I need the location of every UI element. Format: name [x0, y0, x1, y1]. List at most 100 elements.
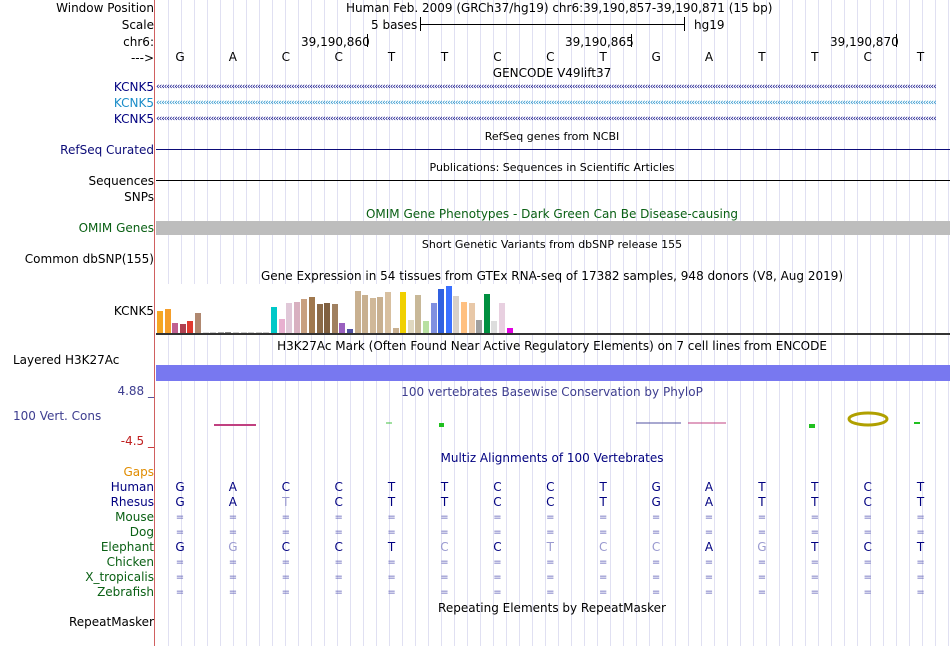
gtex-bar[interactable] — [438, 288, 445, 333]
sequences-label[interactable]: Sequences — [88, 174, 154, 188]
gtex-bar[interactable] — [385, 292, 391, 333]
pubs-title[interactable]: Publications: Sequences in Scientific Ar… — [429, 161, 675, 174]
gtex-bar[interactable] — [217, 332, 224, 333]
species-label-x_tropicalis[interactable]: X_tropicalis — [85, 570, 154, 584]
gtex-bar[interactable] — [233, 332, 239, 333]
gtex-bar[interactable] — [225, 332, 232, 333]
gtex-bar[interactable] — [362, 294, 369, 333]
cons-title[interactable]: 100 vertebrates Basewise Conservation by… — [401, 385, 703, 399]
gtex-bar[interactable] — [491, 321, 498, 333]
gencode-gene-1[interactable]: ‹‹‹‹‹‹‹‹‹‹‹‹‹‹‹‹‹‹‹‹‹‹‹‹‹‹‹‹‹‹‹‹‹‹‹‹‹‹‹‹… — [156, 82, 937, 92]
snps-label[interactable]: SNPs — [124, 190, 154, 204]
gencode-gene-3[interactable]: ‹‹‹‹‹‹‹‹‹‹‹‹‹‹‹‹‹‹‹‹‹‹‹‹‹‹‹‹‹‹‹‹‹‹‹‹‹‹‹‹… — [156, 114, 937, 124]
gtex-bar[interactable] — [271, 306, 277, 333]
gtex-bar[interactable] — [301, 299, 308, 333]
gtex-bar[interactable] — [476, 319, 483, 333]
gtex-bar[interactable] — [331, 304, 338, 333]
gtex-bar[interactable] — [445, 285, 452, 333]
gtex-bar[interactable] — [187, 321, 194, 333]
gtex-bar[interactable] — [202, 332, 209, 333]
gtex-bar[interactable] — [309, 297, 315, 333]
gtex-bar[interactable] — [172, 323, 179, 333]
species-label-zebrafish[interactable]: Zebrafish — [97, 585, 154, 599]
gtex-bar[interactable] — [400, 292, 407, 333]
gtex-bar[interactable] — [286, 303, 293, 333]
gtex-title[interactable]: Gene Expression in 54 tissues from GTEx … — [260, 269, 844, 283]
repeatmasker-label[interactable]: RepeatMasker — [68, 615, 154, 629]
species-label-human[interactable]: Human — [110, 480, 154, 494]
omim-title[interactable]: OMIM Gene Phenotypes - Dark Green Can Be… — [365, 207, 739, 221]
gtex-label[interactable]: KCNK5 — [113, 304, 154, 318]
refseq-title[interactable]: RefSeq genes from NCBI — [484, 130, 620, 143]
gtex-bar[interactable] — [369, 298, 376, 333]
gtex-bar[interactable] — [255, 332, 262, 333]
alignment-base: = — [440, 512, 449, 523]
species-label-mouse[interactable]: Mouse — [115, 510, 154, 524]
gtex-bar[interactable] — [506, 328, 513, 333]
gtex-bar[interactable] — [316, 304, 323, 333]
gtex-bar[interactable] — [347, 329, 353, 333]
dbsnp-title[interactable]: Short Genetic Variants from dbSNP releas… — [421, 238, 683, 251]
refseq-gene-line[interactable] — [156, 149, 950, 150]
dbsnp-label[interactable]: Common dbSNP(155) — [24, 252, 154, 266]
gencode-gene-2[interactable]: ‹‹‹‹‹‹‹‹‹‹‹‹‹‹‹‹‹‹‹‹‹‹‹‹‹‹‹‹‹‹‹‹‹‹‹‹‹‹‹‹… — [156, 98, 937, 108]
omim-feature[interactable] — [156, 221, 950, 235]
gtex-bar[interactable] — [377, 297, 384, 333]
gencode-title[interactable]: GENCODE V49lift37 — [492, 66, 612, 80]
gtex-bar[interactable] — [499, 303, 505, 333]
gtex-bar[interactable] — [453, 295, 460, 333]
gtex-bar[interactable] — [339, 323, 346, 333]
gtex-bar[interactable] — [248, 332, 255, 333]
gtex-bar[interactable] — [354, 290, 361, 333]
gtex-bar[interactable] — [392, 328, 399, 333]
gtex-bar[interactable] — [483, 293, 490, 333]
gencode-row-label-3[interactable]: KCNK5 — [113, 112, 154, 126]
cons-mark-6 — [809, 424, 815, 428]
alignment-base: C — [334, 480, 343, 494]
gtex-bar[interactable] — [164, 309, 171, 333]
alignment-base: = — [810, 527, 819, 538]
gtex-bar[interactable] — [195, 312, 201, 333]
h3k27ac-signal[interactable] — [156, 365, 950, 381]
refseq-label[interactable]: RefSeq Curated — [60, 143, 154, 157]
gencode-row-label-1[interactable]: KCNK5 — [113, 80, 154, 94]
gtex-bar[interactable] — [461, 301, 467, 333]
alignment-base: = — [175, 512, 185, 523]
gtex-bar[interactable] — [415, 294, 422, 333]
alignment-base: = — [863, 557, 872, 568]
gtex-bar[interactable] — [423, 321, 429, 333]
species-label-elephant[interactable]: Elephant — [100, 540, 154, 554]
gtex-bar[interactable] — [324, 303, 331, 333]
gtex-bar[interactable] — [293, 301, 300, 333]
h3k27ac-label[interactable]: Layered H3K27Ac — [13, 353, 120, 367]
cons-label[interactable]: 100 Vert. Cons — [13, 409, 102, 423]
gtex-bar[interactable] — [407, 319, 414, 333]
cons-plot[interactable] — [156, 400, 950, 440]
gtex-bar[interactable] — [210, 332, 217, 333]
species-label-dog[interactable]: Dog — [129, 525, 154, 539]
alignment-base: A — [228, 495, 237, 509]
gtex-bar[interactable] — [157, 311, 163, 333]
gtex-bar[interactable] — [263, 332, 270, 333]
alignment-base: G — [651, 480, 661, 494]
pubs-line[interactable] — [156, 180, 950, 181]
omim-label[interactable]: OMIM Genes — [78, 221, 154, 235]
gaps-label[interactable]: Gaps — [123, 465, 154, 479]
alignment-base: C — [493, 495, 502, 509]
alignment-base: = — [916, 572, 925, 583]
species-label-chicken[interactable]: Chicken — [106, 555, 154, 569]
multiz-title[interactable]: Multiz Alignments of 100 Vertebrates — [440, 451, 664, 465]
gtex-bar[interactable] — [278, 318, 285, 333]
gtex-bar[interactable] — [240, 332, 247, 333]
gtex-bar[interactable] — [468, 303, 475, 333]
alignment-base: = — [598, 527, 608, 538]
gtex-chart[interactable] — [156, 284, 534, 333]
repeatmasker-title[interactable]: Repeating Elements by RepeatMasker — [438, 601, 666, 615]
h3k27ac-title[interactable]: H3K27Ac Mark (Often Found Near Active Re… — [277, 339, 827, 353]
gtex-bar[interactable] — [179, 324, 186, 333]
alignment-base: C — [281, 480, 290, 494]
gencode-row-label-2[interactable]: KCNK5 — [113, 96, 154, 110]
alignment-base: = — [863, 572, 872, 583]
gtex-bar[interactable] — [430, 303, 437, 333]
species-label-rhesus[interactable]: Rhesus — [110, 495, 154, 509]
